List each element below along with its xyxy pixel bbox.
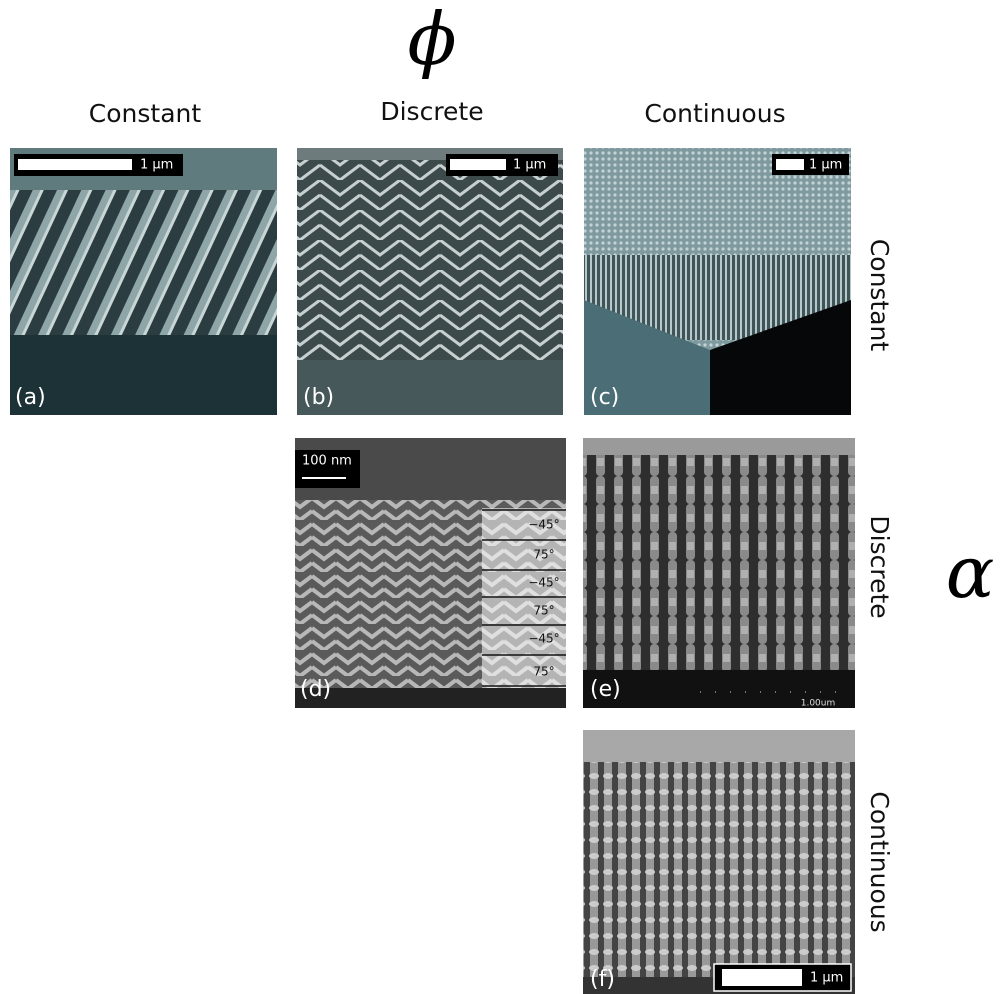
row-header: Discrete bbox=[865, 515, 894, 618]
row-axis-symbol: α bbox=[946, 530, 995, 614]
layer-angle: −45° bbox=[528, 576, 559, 590]
layer-angle: 75° bbox=[533, 665, 554, 679]
row-header: Constant bbox=[865, 239, 894, 352]
panel-c: 1 μm (c) bbox=[584, 148, 851, 415]
scale-bar bbox=[18, 159, 132, 170]
figure: ϕ α Constant Discrete Continuous Constan… bbox=[0, 0, 1000, 994]
panel-label: (a) bbox=[15, 385, 46, 410]
panel-label: (f) bbox=[590, 967, 615, 992]
panel-label: (d) bbox=[300, 677, 331, 702]
scale-label: 1.00um bbox=[801, 699, 836, 709]
row-header: Continuous bbox=[865, 791, 894, 932]
scale-bar bbox=[722, 969, 802, 986]
annotation-band bbox=[482, 508, 566, 688]
panel-label: (b) bbox=[303, 385, 334, 410]
scale-label: 1 μm bbox=[513, 158, 546, 173]
substrate bbox=[295, 688, 566, 708]
layer-angle: −45° bbox=[528, 632, 559, 646]
column-axis-symbol: ϕ bbox=[407, 0, 456, 81]
scale-label: 100 nm bbox=[302, 454, 352, 469]
scale-bar bbox=[450, 159, 506, 170]
image-texture bbox=[297, 160, 563, 360]
layer-angle: −45° bbox=[528, 518, 559, 532]
panel-label: (c) bbox=[590, 385, 619, 410]
scale-label: 1 μm bbox=[140, 158, 173, 173]
column-header: Continuous bbox=[644, 99, 785, 128]
scale-label: 1 μm bbox=[809, 158, 842, 173]
substrate bbox=[10, 335, 277, 415]
panel-b: 1 μm (b) bbox=[297, 148, 563, 415]
panel-f: 1 μm (f) bbox=[583, 730, 855, 994]
panel-e: 1.00um (e) bbox=[583, 438, 855, 709]
column-header: Discrete bbox=[380, 97, 483, 126]
layer-angle: 75° bbox=[533, 548, 554, 562]
column-header: Constant bbox=[89, 99, 202, 128]
scale-label: 1 μm bbox=[810, 971, 843, 986]
substrate bbox=[297, 360, 563, 415]
panel-label: (e) bbox=[590, 677, 621, 702]
image-texture bbox=[583, 762, 855, 977]
scale-bar bbox=[776, 159, 804, 170]
panel-d: 100 nm −45° 75° −45° 75° −45° 75° (d) bbox=[295, 438, 566, 708]
image-texture bbox=[10, 190, 277, 335]
layer-angle: 75° bbox=[533, 604, 554, 618]
panel-a: 1 μm (a) bbox=[10, 148, 277, 415]
image-texture bbox=[583, 455, 855, 670]
